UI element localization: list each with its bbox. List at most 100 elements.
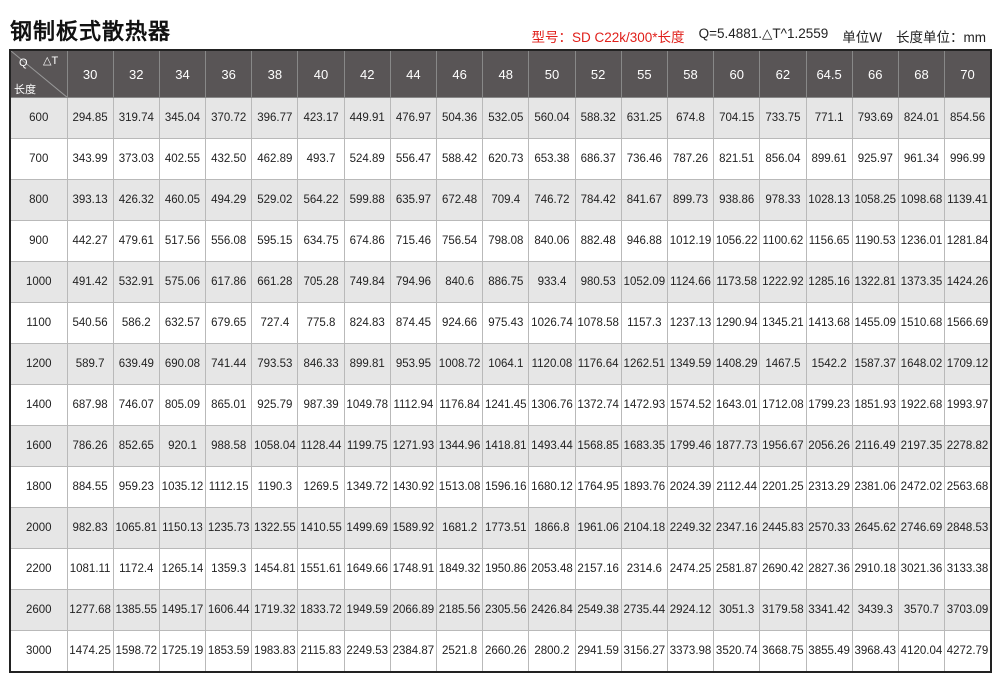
table-cell: 632.57 [158,302,207,344]
table-cell: 661.28 [251,261,299,303]
table-cell: 2924.12 [666,589,715,631]
table-cell: 821.51 [713,138,761,180]
column-header-delta-t: 42 [343,49,391,98]
table-cell: 1190.3 [251,466,299,508]
table-cell: 491.42 [66,261,114,303]
table-cell: 1472.93 [620,384,668,426]
table-cell: 476.97 [389,97,438,139]
table-cell: 1495.17 [158,589,207,631]
table-cell: 1265.14 [158,548,207,590]
table-cell: 1058.25 [851,179,899,221]
table-cell: 840.6 [435,261,484,303]
table-cell: 599.88 [343,179,391,221]
table-cell: 959.23 [112,466,160,508]
formula-label: Q=5.4881.△T^1.2559 [698,26,829,41]
table-cell: 1589.92 [389,507,438,549]
table-cell: 2735.44 [620,589,668,631]
table-row: 1000 491.42 532.91 575.06 617.86 661.28 705.28… [9,261,992,303]
table-cell: 988.58 [205,425,253,467]
table-cell: 672.48 [435,179,484,221]
row-header-length: 2600 [9,589,68,631]
column-header-delta-t: 50 [528,49,576,98]
table-cell: 2278.82 [944,425,992,467]
row-header-length: 1000 [9,261,68,303]
table-cell: 1877.73 [713,425,761,467]
corner-length-label: 长度 [14,84,36,96]
table-cell: 982.83 [66,507,114,549]
column-header-delta-t: 52 [574,49,622,98]
table-cell: 1961.06 [574,507,622,549]
table-cell: 925.79 [251,384,299,426]
table-row: 2600 1277.68 1385.55 1495.17 1606.44 1719.32 1… [9,589,992,631]
table-cell: 3570.7 [897,589,946,631]
table-cell: 2115.83 [297,630,345,673]
table-row: 1100 540.56 586.2 632.57 679.65 727.4 775.8 824… [9,302,992,344]
table-cell: 874.45 [389,302,438,344]
table-cell: 2313.29 [805,466,853,508]
table-row: 800 393.13 426.32 460.05 494.29 529.02 564.22 5… [9,179,992,221]
table-cell: 2066.89 [389,589,438,631]
table-cell: 1372.74 [574,384,622,426]
table-cell: 1922.68 [897,384,946,426]
row-header-length: 700 [9,138,68,180]
table-cell: 2197.35 [897,425,946,467]
table-cell: 946.88 [620,220,668,262]
row-header-length: 3000 [9,630,68,673]
table-cell: 1290.94 [713,302,761,344]
table-cell: 793.53 [251,343,299,385]
table-cell: 2426.84 [528,589,576,631]
table-cell: 705.28 [297,261,345,303]
table-cell: 532.91 [112,261,160,303]
table-cell: 1681.2 [435,507,484,549]
table-cell: 1866.8 [528,507,576,549]
table-cell: 1719.32 [251,589,299,631]
table-cell: 2827.36 [805,548,853,590]
table-row: 1600 786.26 852.65 920.1 988.58 1058.04 1128.4… [9,425,992,467]
table-cell: 746.72 [528,179,576,221]
table-cell: 840.06 [528,220,576,262]
table-cell: 2941.59 [574,630,622,673]
table-cell: 1410.55 [297,507,345,549]
table-cell: 771.1 [805,97,853,139]
table-cell: 3439.3 [851,589,899,631]
table-cell: 884.55 [66,466,114,508]
table-cell: 933.4 [528,261,576,303]
table-cell: 1056.22 [713,220,761,262]
page-title: 钢制板式散热器 [10,19,172,44]
table-cell: 1150.13 [158,507,207,549]
table-cell: 575.06 [158,261,207,303]
table-cell: 1049.78 [343,384,391,426]
table-cell: 2800.2 [528,630,576,673]
table-cell: 370.72 [205,97,253,139]
table-cell: 1026.74 [528,302,576,344]
table-cell: 749.84 [343,261,391,303]
table-cell: 1606.44 [205,589,253,631]
table-row: 1400 687.98 746.07 805.09 865.01 925.79 987.39… [9,384,992,426]
table-cell: 715.46 [389,220,438,262]
table-row: 3000 1474.25 1598.72 1725.19 1853.59 1983.83 2… [9,630,992,673]
column-header-delta-t: 32 [112,49,160,98]
table-cell: 3373.98 [666,630,715,673]
table-row: 700 343.99 373.03 402.55 432.50 462.89 493.7 52… [9,138,992,180]
table-cell: 1648.02 [897,343,946,385]
table-cell: 1052.09 [620,261,668,303]
table-cell: 1649.66 [343,548,391,590]
table-cell: 1551.61 [297,548,345,590]
table-cell: 1236.01 [897,220,946,262]
table-cell: 2056.26 [805,425,853,467]
table-cell: 2690.42 [759,548,807,590]
column-header-delta-t: 44 [389,49,438,98]
table-cell: 1058.04 [251,425,299,467]
table-cell: 1680.12 [528,466,576,508]
table-cell: 938.86 [713,179,761,221]
length-unit-label: 长度单位：mm [896,30,986,45]
table-cell: 1285.16 [805,261,853,303]
table-cell: 1853.59 [205,630,253,673]
table-cell: 1012.19 [666,220,715,262]
table-cell: 1222.92 [759,261,807,303]
table-cell: 2472.02 [897,466,946,508]
table-cell: 1373.35 [897,261,946,303]
table-cell: 1277.68 [66,589,114,631]
table-cell: 1542.2 [805,343,853,385]
table-cell: 1269.5 [297,466,345,508]
